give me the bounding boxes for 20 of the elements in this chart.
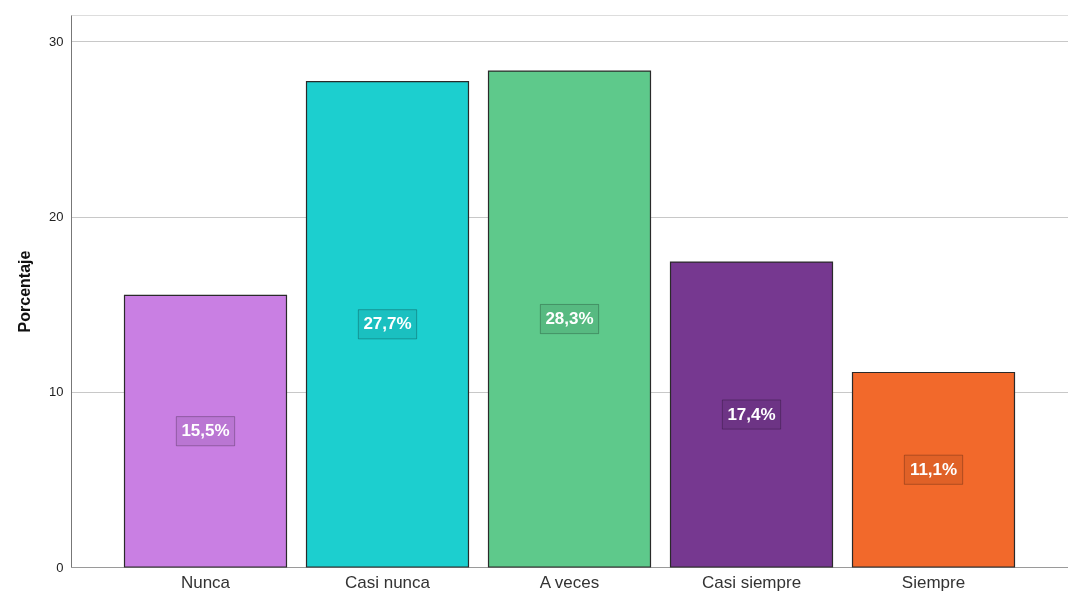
y-tick-label: 10: [49, 384, 64, 400]
data-label: 11,1%: [909, 459, 958, 479]
bar: [305, 80, 470, 568]
data-label: 27,7%: [363, 314, 412, 334]
bar: [487, 70, 652, 568]
data-label: 17,4%: [727, 404, 776, 424]
y-axis-title: Porcentaje: [16, 250, 34, 333]
data-label: 15,5%: [181, 421, 230, 441]
bar: [851, 371, 1016, 568]
y-tick-label: 0: [56, 559, 64, 575]
bar: [669, 261, 834, 568]
x-tick-label: A veces: [539, 572, 600, 592]
x-tick-label: Casi nunca: [344, 572, 431, 592]
y-tick-label: 30: [49, 33, 64, 49]
x-tick-label: Casi siempre: [701, 572, 802, 592]
y-tick-label: 20: [49, 209, 64, 225]
x-tick-label: Siempre: [901, 572, 966, 592]
bar: [123, 294, 288, 568]
x-tick-label: Nunca: [180, 572, 231, 592]
data-label: 28,3%: [545, 309, 594, 329]
